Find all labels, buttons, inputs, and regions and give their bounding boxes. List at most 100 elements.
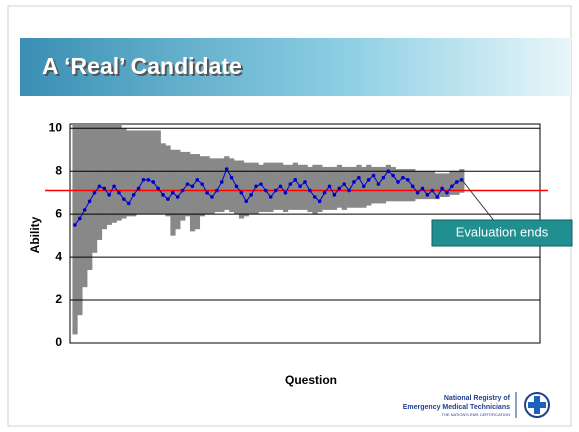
data-point	[278, 184, 283, 189]
data-point	[440, 186, 444, 191]
interval-bar	[395, 169, 401, 202]
interval-bar	[175, 149, 181, 230]
interval-bar	[356, 164, 362, 208]
interval-bar	[136, 130, 142, 215]
logo-star	[528, 396, 546, 414]
annotation: Evaluation ends	[456, 224, 549, 239]
title-shadow: A ‘Real’ Candidate	[44, 55, 244, 81]
interval-bar	[155, 130, 161, 215]
data-point	[102, 186, 107, 191]
data-point	[117, 190, 121, 195]
interval-bar	[341, 166, 347, 210]
data-point	[312, 195, 317, 199]
data-point	[445, 190, 449, 195]
data-point	[401, 175, 405, 180]
annotation-leader	[461, 179, 496, 223]
data-point	[298, 184, 302, 189]
interval-bar	[87, 124, 93, 270]
y-tick-label: 8	[55, 163, 62, 177]
interval-bar	[366, 164, 372, 206]
x-axis-label: Question	[285, 373, 337, 387]
data-point	[126, 201, 131, 206]
data-point	[317, 199, 322, 204]
data-point	[215, 188, 219, 193]
data-point	[347, 188, 351, 193]
interval-bar	[351, 166, 357, 208]
data-point	[396, 180, 400, 184]
data-point	[425, 193, 430, 197]
data-point	[420, 186, 425, 191]
data-point	[82, 208, 87, 212]
interval-bar	[180, 151, 186, 221]
data-point	[288, 182, 293, 186]
interval-bar	[429, 171, 436, 200]
data-point	[136, 186, 141, 191]
interval-bar	[219, 158, 225, 213]
data-point	[391, 173, 395, 178]
data-point	[122, 197, 126, 201]
data-point	[141, 178, 146, 182]
interval-bar	[140, 130, 147, 215]
interval-bar	[72, 124, 78, 335]
data-point	[229, 175, 234, 180]
y-tick-label: 2	[55, 292, 62, 306]
data-point	[244, 199, 249, 204]
interval-bar	[111, 124, 117, 223]
y-tick-label: 10	[49, 120, 63, 134]
data-point	[146, 178, 151, 182]
interval-bar	[371, 166, 377, 204]
data-point	[352, 180, 356, 184]
data-point	[337, 186, 342, 191]
interval-bar	[434, 173, 440, 200]
data-point	[435, 195, 439, 199]
data-point	[259, 182, 263, 186]
interval-bar	[346, 166, 352, 208]
data-point	[376, 182, 381, 186]
data-point	[293, 178, 298, 182]
data-point	[249, 193, 253, 197]
interval-bar	[420, 171, 426, 200]
data-point	[205, 190, 209, 195]
interval-bar	[336, 164, 343, 208]
interval-bar	[194, 154, 201, 230]
logo-line: National Registry of	[444, 395, 511, 402]
interval-bar	[145, 130, 152, 215]
interval-bar	[160, 143, 166, 215]
data-point	[112, 184, 116, 189]
data-point	[234, 184, 239, 189]
data-point	[131, 193, 136, 197]
interval-bar	[327, 166, 333, 210]
interval-bar	[268, 162, 274, 213]
data-point	[175, 195, 180, 199]
title-banner	[20, 38, 571, 96]
data-point	[156, 186, 160, 191]
data-point	[77, 216, 82, 221]
interval-bar	[439, 173, 445, 197]
data-point	[381, 175, 386, 180]
interval-bar	[292, 162, 298, 210]
data-point	[366, 178, 371, 182]
interval-bar	[282, 164, 289, 213]
data-point	[454, 180, 459, 184]
interval-bar	[150, 130, 156, 215]
data-point	[357, 175, 361, 180]
data-point	[180, 188, 185, 193]
interval-bar	[126, 130, 132, 217]
slide-title: A ‘Real’ Candidate	[42, 53, 242, 79]
interval-bar	[82, 124, 88, 288]
data-point	[97, 184, 102, 189]
interval-bar	[209, 158, 215, 215]
data-point	[327, 184, 332, 189]
interval-bar	[189, 154, 196, 232]
data-point	[171, 190, 175, 195]
interval-bar	[204, 156, 210, 215]
interval-bar	[116, 124, 122, 221]
data-point	[322, 190, 327, 195]
logo-line: Emergency Medical Technicians	[403, 404, 510, 411]
data-point	[166, 197, 170, 201]
data-point	[273, 188, 278, 193]
data-point	[386, 169, 391, 174]
data-point	[151, 180, 156, 184]
y-tick-label: 6	[55, 206, 62, 220]
